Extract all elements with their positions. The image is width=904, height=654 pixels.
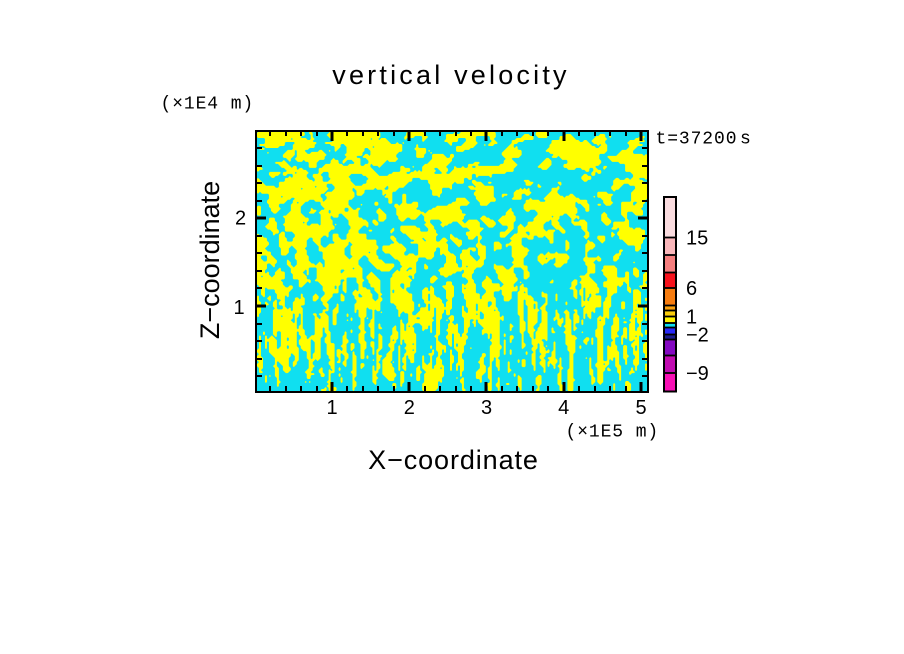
svg-text:1: 1 xyxy=(686,307,697,329)
svg-text:1: 1 xyxy=(233,297,244,319)
svg-text:4: 4 xyxy=(558,397,569,419)
svg-text:vertical velocity: vertical velocity xyxy=(332,60,569,90)
svg-text:1: 1 xyxy=(326,397,337,419)
svg-text:2: 2 xyxy=(404,397,415,419)
svg-text:3: 3 xyxy=(481,397,492,419)
svg-text:−2: −2 xyxy=(686,325,709,347)
svg-text:15: 15 xyxy=(686,228,708,250)
svg-text:Z−coordinate: Z−coordinate xyxy=(195,181,225,339)
svg-text:−9: −9 xyxy=(686,363,709,385)
svg-text:X−coordinate: X−coordinate xyxy=(368,445,539,475)
svg-text:(×1E5 m): (×1E5 m) xyxy=(566,423,660,443)
svg-text:2: 2 xyxy=(235,207,246,229)
svg-text:s: s xyxy=(740,130,752,150)
svg-text:t=37200: t=37200 xyxy=(656,130,738,150)
svg-text:5: 5 xyxy=(635,397,646,419)
svg-text:6: 6 xyxy=(686,278,697,300)
svg-text:(×1E4 m): (×1E4 m) xyxy=(161,94,255,114)
